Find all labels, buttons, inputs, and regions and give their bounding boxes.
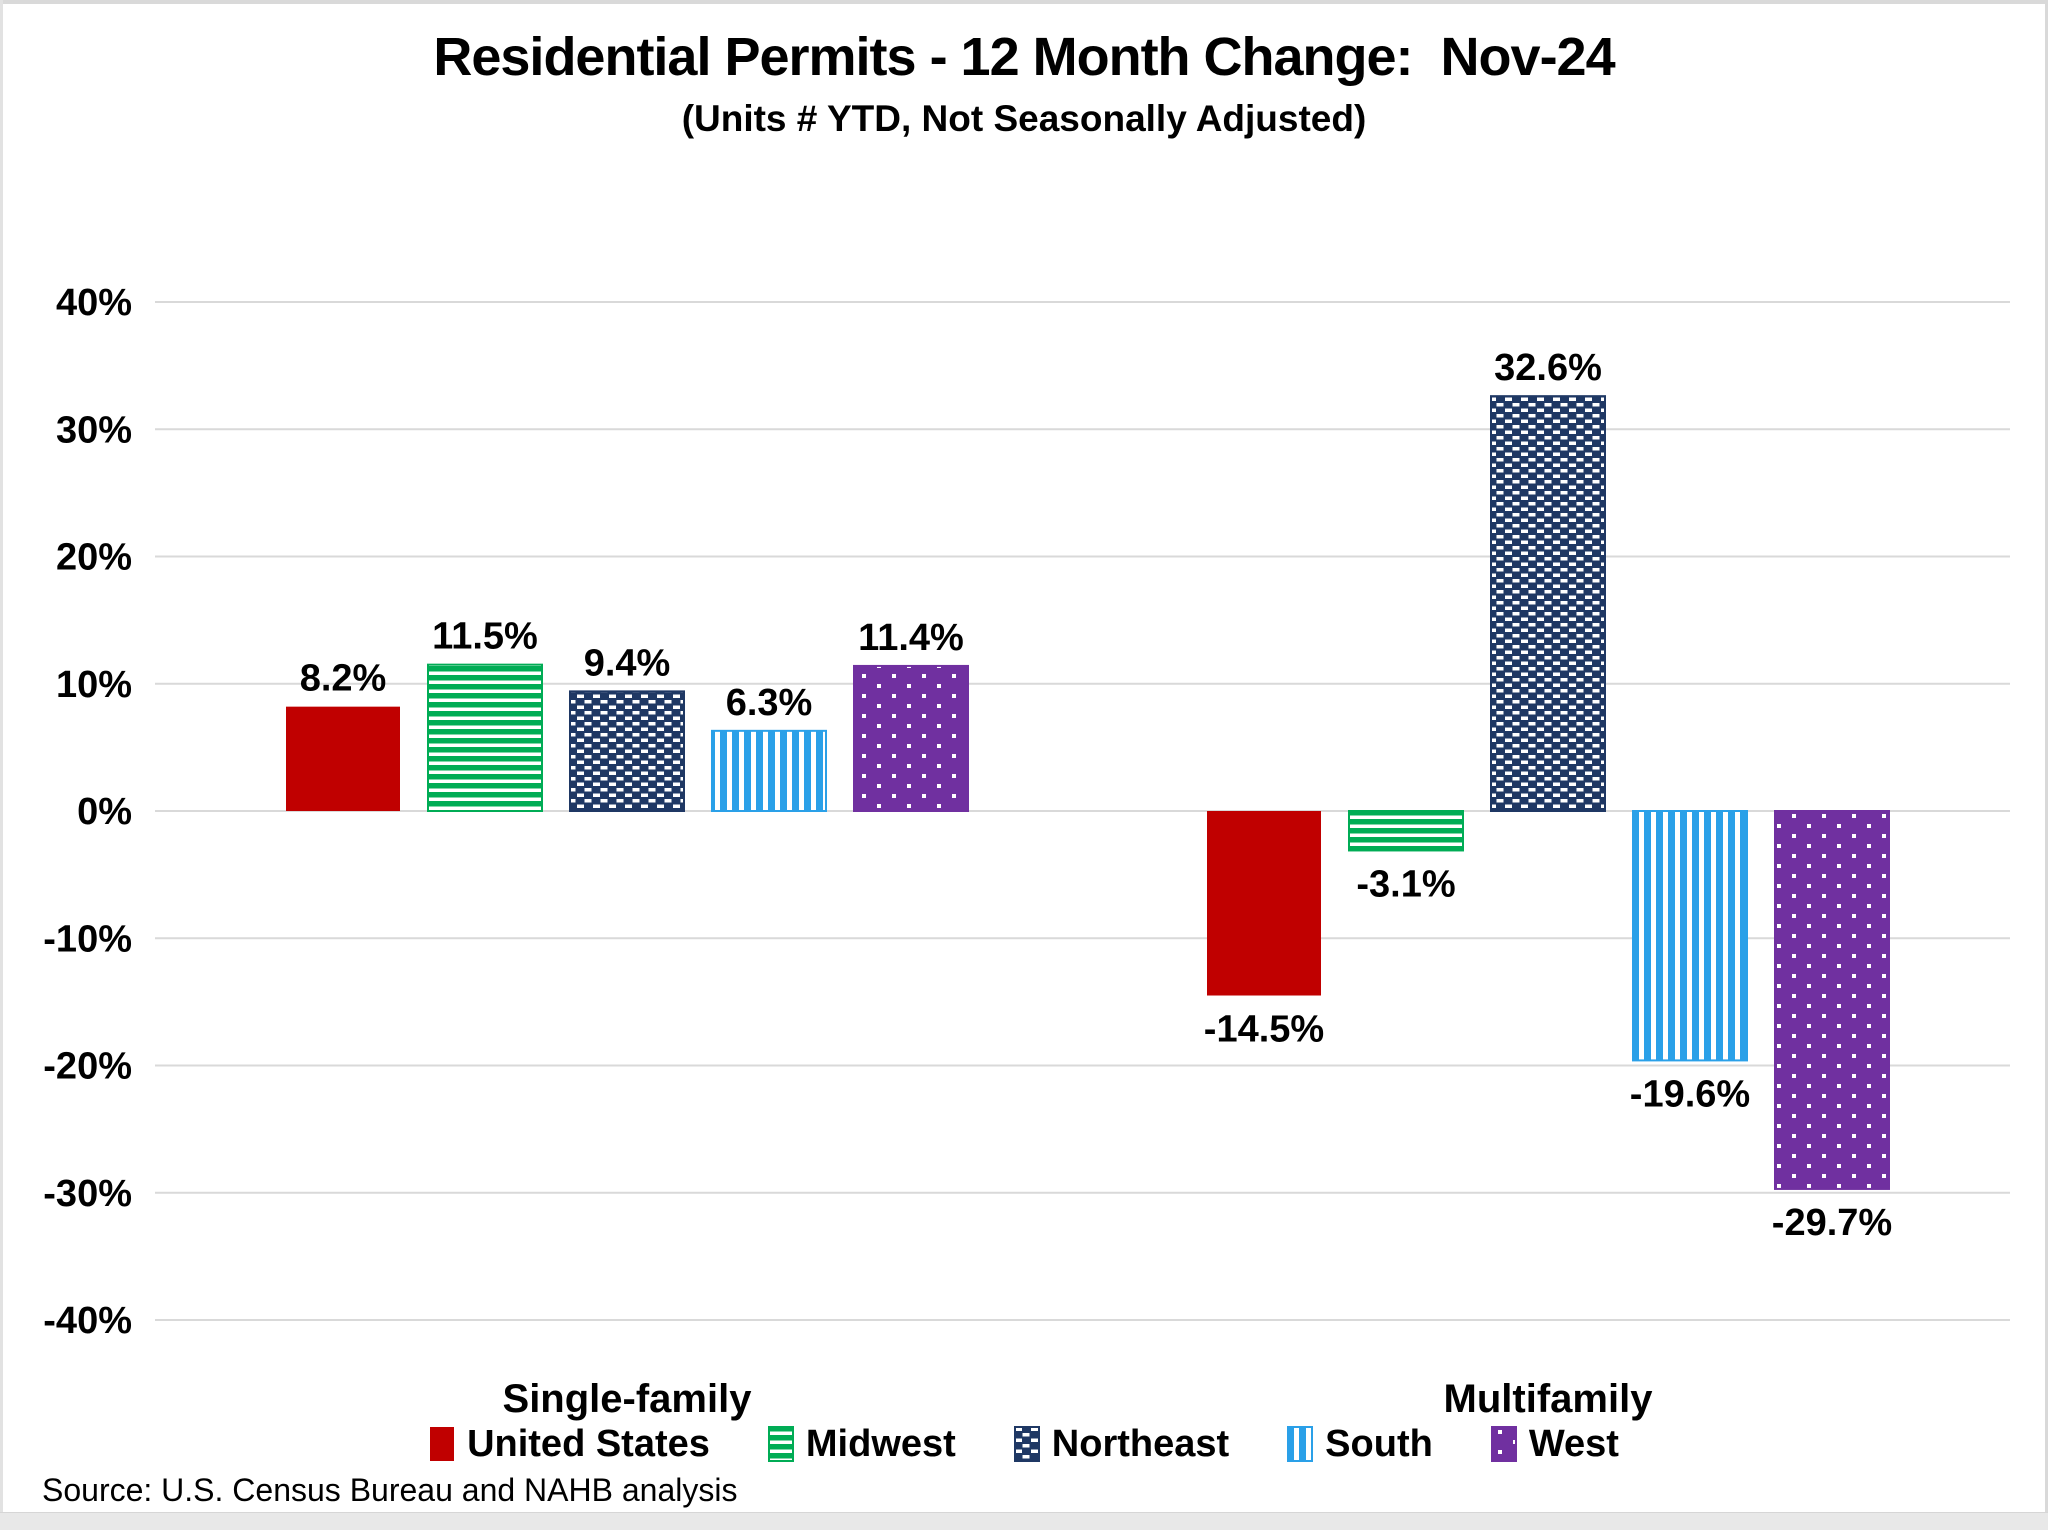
bar-united-states-multifamily bbox=[1207, 811, 1321, 996]
legend-swatch-south bbox=[1287, 1426, 1314, 1462]
legend-item-united-states: United States bbox=[429, 1425, 710, 1463]
legend-label-west: West bbox=[1528, 1423, 1619, 1465]
legend-item-west: West bbox=[1490, 1423, 1619, 1465]
value-label-united-states-single-family: 8.2% bbox=[300, 658, 387, 700]
y-axis-tick--10%: -10% bbox=[43, 918, 132, 960]
legend-item-south: South bbox=[1287, 1425, 1433, 1463]
bar-united-states-single-family bbox=[286, 706, 400, 811]
legend-swatch-west bbox=[1490, 1426, 1517, 1462]
window-border-top bbox=[0, 0, 2048, 4]
value-label-northeast-multifamily: 32.6% bbox=[1494, 347, 1602, 389]
y-axis-tick-0%: 0% bbox=[77, 791, 132, 833]
y-axis-tick-20%: 20% bbox=[56, 537, 132, 579]
legend-label-northeast: Northeast bbox=[1051, 1423, 1230, 1465]
value-label-united-states-multifamily: -14.5% bbox=[1204, 1009, 1324, 1051]
bar-midwest-single-family bbox=[427, 663, 543, 812]
legend-swatch-united-states bbox=[430, 1427, 455, 1461]
value-label-west-multifamily: -29.7% bbox=[1772, 1202, 1892, 1244]
bar-midwest-multifamily bbox=[1348, 810, 1464, 852]
window-border-bottom bbox=[0, 1512, 2048, 1530]
window-border-left bbox=[0, 0, 3, 1530]
y-axis-tick-10%: 10% bbox=[56, 664, 132, 706]
window-border-right bbox=[2045, 0, 2048, 1530]
y-axis-tick-40%: 40% bbox=[56, 282, 132, 324]
bar-northeast-single-family bbox=[569, 690, 685, 813]
legend-swatch-northeast bbox=[1013, 1426, 1040, 1462]
value-label-west-single-family: 11.4% bbox=[858, 617, 964, 659]
chart-title: Residential Permits - 12 Month Change: N… bbox=[433, 27, 1615, 87]
category-label-multifamily: Multifamily bbox=[1444, 1377, 1654, 1421]
source-note: Source: U.S. Census Bureau and NAHB anal… bbox=[42, 1472, 738, 1508]
bar-south-single-family bbox=[711, 729, 827, 813]
value-label-south-single-family: 6.3% bbox=[726, 682, 813, 724]
bar-west-multifamily bbox=[1774, 810, 1890, 1190]
legend-label-south: South bbox=[1325, 1423, 1433, 1465]
category-label-single-family: Single-family bbox=[503, 1377, 753, 1421]
chart-subtitle: (Units # YTD, Not Seasonally Adjusted) bbox=[681, 98, 1367, 139]
y-axis-tick-30%: 30% bbox=[56, 409, 132, 451]
chart-legend: United States Midwest Northeast South West bbox=[0, 1420, 2048, 1468]
legend-item-midwest: Midwest bbox=[767, 1423, 956, 1465]
legend-label-midwest: Midwest bbox=[805, 1423, 956, 1465]
legend-label-united-states: United States bbox=[467, 1423, 710, 1465]
value-label-south-multifamily: -19.6% bbox=[1630, 1073, 1750, 1115]
y-axis-tick--40%: -40% bbox=[43, 1300, 132, 1342]
legend-swatch-midwest bbox=[767, 1426, 794, 1462]
bar-northeast-multifamily bbox=[1490, 395, 1606, 812]
value-label-midwest-single-family: 11.5% bbox=[432, 616, 538, 658]
y-axis-tick--20%: -20% bbox=[43, 1046, 132, 1088]
y-axis-tick--30%: -30% bbox=[43, 1173, 132, 1215]
bar-south-multifamily bbox=[1632, 810, 1748, 1062]
bar-west-single-family bbox=[853, 664, 969, 812]
value-label-northeast-single-family: 9.4% bbox=[584, 642, 671, 684]
value-label-midwest-multifamily: -3.1% bbox=[1356, 863, 1455, 905]
legend-item-northeast: Northeast bbox=[1013, 1423, 1230, 1465]
